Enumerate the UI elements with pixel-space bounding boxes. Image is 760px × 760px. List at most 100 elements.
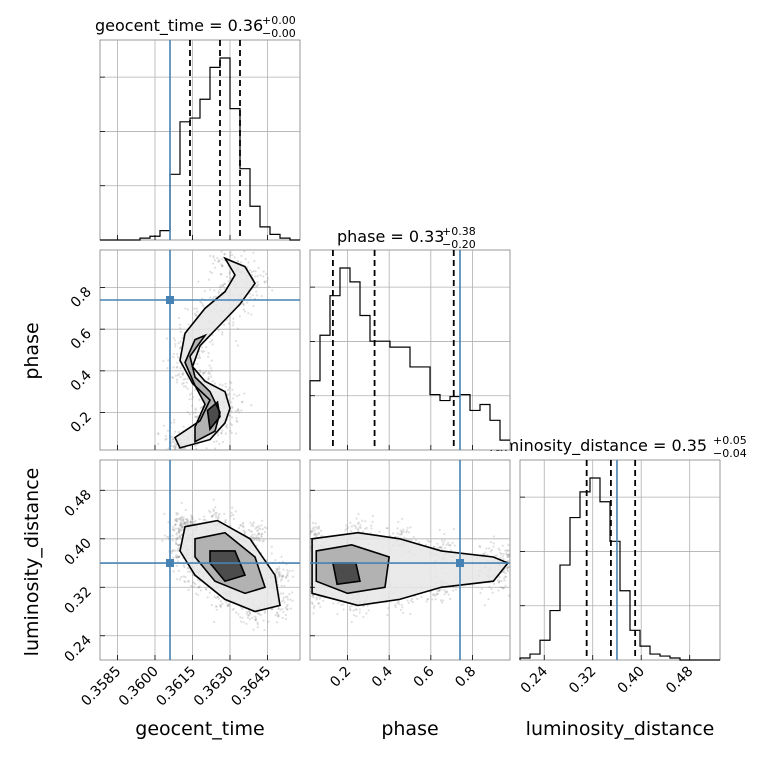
sample-point [291, 599, 294, 603]
sample-point [307, 538, 309, 540]
sample-point [225, 601, 228, 604]
sample-point [211, 515, 214, 518]
sample-point [425, 543, 428, 546]
sample-point [186, 410, 189, 414]
sample-point [250, 530, 253, 533]
sample-point [188, 393, 192, 396]
sample-point [261, 528, 264, 531]
sample-point [179, 346, 182, 349]
sample-point [207, 372, 210, 375]
sample-point [190, 517, 193, 521]
sample-point [200, 405, 204, 409]
sample-point [179, 521, 182, 525]
sample-point [499, 556, 502, 560]
sample-point [263, 530, 267, 534]
sample-point [260, 524, 263, 527]
xtick-label-geocent-time: 0.3615 [153, 664, 199, 710]
sample-point [246, 614, 250, 617]
sample-point [305, 595, 307, 597]
sample-point [407, 601, 410, 604]
sample-point [254, 618, 258, 621]
sample-point [246, 266, 249, 269]
sample-point [199, 369, 202, 372]
sample-point [506, 567, 509, 570]
sample-point [255, 529, 259, 532]
sample-point [354, 525, 357, 528]
sample-point [226, 604, 229, 608]
sample-point [281, 616, 284, 620]
sample-point [217, 516, 220, 519]
sample-point [179, 340, 182, 343]
sample-point [241, 400, 244, 403]
sample-point [219, 286, 223, 289]
sample-point [387, 607, 390, 610]
panels-layer: 0.2 0.4 0.6 0.8 0.24 0.32 0.40 0.48 0.35850.3600… [61, 39, 721, 710]
sample-point [225, 424, 228, 427]
sample-point [248, 611, 251, 614]
sample-point [181, 337, 184, 340]
sample-point [282, 592, 285, 595]
sample-point [302, 539, 304, 541]
sample-point [440, 588, 443, 591]
xlabel-geocent-time: geocent_time [135, 718, 264, 740]
sample-point [167, 521, 170, 524]
sample-point [185, 522, 188, 525]
sample-point [204, 587, 208, 591]
sample-point [502, 571, 506, 574]
sample-point [251, 533, 254, 537]
sample-point [349, 521, 352, 524]
sample-point [364, 527, 367, 530]
sample-point [177, 517, 180, 520]
sample-point [221, 440, 225, 444]
sample-point [244, 257, 247, 261]
sample-point [507, 594, 510, 597]
sample-point [186, 387, 189, 390]
sample-point [195, 314, 198, 317]
sample-point [228, 392, 231, 395]
sample-point [218, 442, 221, 446]
sample-point [307, 588, 309, 590]
sample-point [174, 443, 177, 446]
sample-point [318, 531, 321, 535]
sample-point [175, 517, 178, 521]
sample-point [213, 295, 216, 299]
sample-point [452, 589, 455, 592]
sample-point [257, 266, 260, 270]
contour-line [206, 400, 221, 432]
sample-point [271, 289, 274, 292]
xtick-label-luminosity-distance: 0.48 [663, 664, 696, 697]
xtick-label-geocent-time: 0.3630 [191, 664, 237, 710]
sample-point [305, 539, 307, 541]
sample-point [315, 532, 318, 535]
sample-point [173, 523, 177, 526]
sample-point [182, 454, 184, 456]
ylabel-phase: phase [21, 322, 43, 379]
contour-line [194, 531, 267, 595]
sample-point [228, 387, 231, 390]
sample-point [482, 553, 485, 556]
sample-point [178, 527, 181, 530]
sample-point [172, 337, 176, 340]
sample-point [254, 616, 258, 619]
sample-point [186, 519, 189, 522]
sample-point [215, 608, 218, 611]
sample-point [512, 565, 514, 567]
sample-point [186, 521, 189, 524]
sample-point [171, 376, 175, 379]
sample-point [488, 547, 491, 550]
sample-point [231, 388, 234, 391]
sample-point [198, 580, 201, 583]
sample-point [262, 275, 265, 278]
sample-point [237, 247, 239, 249]
sample-point [314, 522, 317, 525]
sample-point [175, 444, 178, 447]
sample-point [198, 518, 201, 521]
sample-point [210, 515, 214, 518]
sample-point [193, 312, 196, 315]
sample-point [230, 401, 233, 404]
panel-frame [99, 39, 301, 241]
sample-point [186, 520, 189, 523]
sample-point [438, 546, 441, 549]
sample-point [166, 535, 169, 539]
sample-point [240, 409, 243, 412]
